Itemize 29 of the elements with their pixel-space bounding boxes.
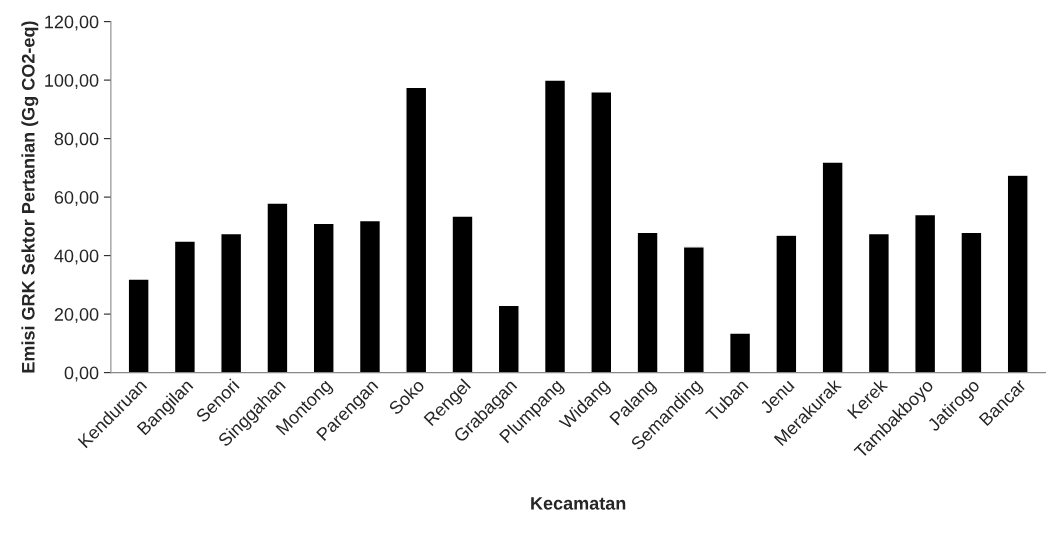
y-tick-label: 80,00 [54, 132, 99, 148]
y-axis-title: Emisi GRK Sektor Pertanian (Gg CO2-eq) [21, 21, 39, 373]
bar [775, 234, 798, 373]
y-tick-label: 120,00 [45, 15, 99, 31]
bar [914, 213, 937, 373]
x-axis-title: Kecamatan [531, 497, 626, 510]
bar [960, 231, 983, 373]
bar [266, 202, 289, 373]
y-tick-label: 0,00 [64, 366, 99, 382]
y-tick-label: 20,00 [54, 308, 99, 323]
bar [867, 232, 890, 373]
bar [682, 246, 705, 373]
bar [1006, 174, 1029, 373]
bar [636, 231, 659, 373]
y-tick-label: 40,00 [54, 249, 99, 265]
bar [358, 219, 382, 373]
bar [405, 86, 428, 373]
bar [173, 240, 197, 373]
bar [728, 332, 752, 373]
bar [543, 79, 567, 373]
y-tick-label: 100,00 [45, 74, 99, 89]
bar [590, 91, 613, 373]
y-tick-label: 60,00 [54, 191, 99, 206]
bar [497, 304, 520, 373]
bar [821, 161, 844, 373]
bar [220, 232, 243, 373]
bar [451, 215, 474, 373]
bar [127, 278, 150, 373]
bar [312, 222, 335, 373]
